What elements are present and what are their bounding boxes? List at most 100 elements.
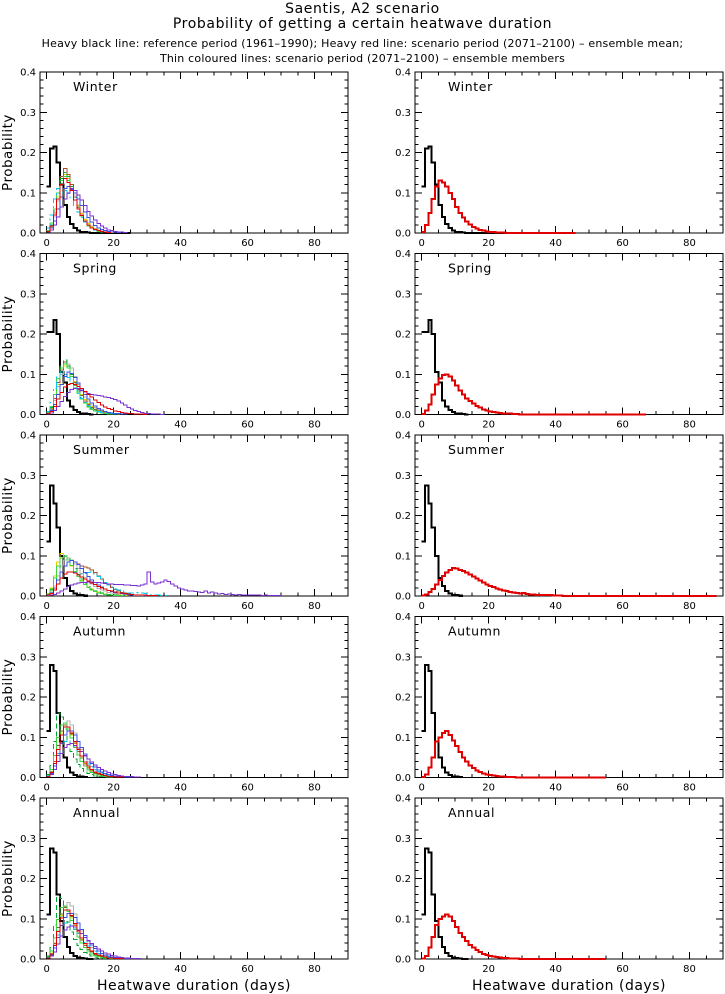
y-tick-label: 0.3: [395, 471, 411, 482]
x-tick-label: 80: [683, 420, 696, 431]
season-label: Annual: [448, 805, 495, 820]
x-tick-label: 40: [174, 964, 187, 975]
y-tick-label: 0.0: [20, 229, 36, 240]
x-tick-label: 60: [616, 601, 629, 612]
y-tick-label: 0.4: [20, 431, 36, 442]
series-winter-right-ensemble-mean: [421, 179, 576, 234]
legend-line-1: Heavy black line: reference period (1961…: [41, 37, 684, 50]
x-tick-label: 80: [683, 238, 696, 249]
x-tick-label: 80: [308, 783, 321, 794]
x-tick-label: 60: [616, 420, 629, 431]
series-annual-right-ensemble-mean: [421, 913, 606, 960]
series-annual-right-reference: [421, 847, 469, 960]
y-tick-label: 0.2: [20, 511, 36, 522]
panel-winter-left: 0.0 0.1 0.2 0.3 0.4 0 20 40 60 80 Winter Probabilit…: [0, 68, 349, 249]
figure-subtitle: Probability of getting a certain heatwav…: [172, 16, 553, 32]
series-spring-left-member-purple: [46, 387, 165, 415]
y-tick-label: 0.3: [20, 652, 36, 663]
season-label: Winter: [448, 79, 493, 94]
y-tick-label: 0.1: [395, 551, 411, 562]
x-tick-label: 20: [107, 964, 120, 975]
y-tick-label: 0.2: [395, 330, 411, 341]
x-tick-label: 0: [419, 420, 425, 431]
series-spring-right-reference: [421, 318, 469, 416]
panel-summer-right: 0.0 0.1 0.2 0.3 0.4 0 20 40 60 80 Summer: [395, 431, 724, 612]
y-tick-label: 0.3: [20, 834, 36, 845]
x-tick-label: 60: [241, 601, 254, 612]
season-label: Autumn: [73, 624, 126, 639]
y-tick-label: 0.4: [20, 68, 36, 79]
y-tick-label: 0.1: [395, 733, 411, 744]
x-tick-label: 60: [241, 783, 254, 794]
x-tick-label: 20: [107, 238, 120, 249]
y-tick-label: 0.1: [20, 551, 36, 562]
y-tick-label: 0.1: [395, 188, 411, 199]
x-tick-label: 80: [308, 420, 321, 431]
series-summer-left-member-red: [46, 571, 158, 597]
panel-autumn-right: 0.0 0.1 0.2 0.3 0.4 0 20 40 60 80 Autumn: [395, 612, 724, 794]
x-tick-label: 0: [419, 601, 425, 612]
y-tick-label: 0.1: [20, 733, 36, 744]
axis-box: [39, 253, 349, 415]
y-tick-label: 0.2: [395, 874, 411, 885]
x-tick-label: 20: [107, 783, 120, 794]
x-tick-label: 40: [549, 783, 562, 794]
x-tick-label: 20: [482, 964, 495, 975]
season-label: Summer: [448, 442, 505, 457]
x-tick-label: 20: [107, 420, 120, 431]
y-tick-label: 0.3: [20, 471, 36, 482]
y-tick-label: 0.3: [395, 652, 411, 663]
axis-frame: [39, 616, 349, 778]
x-tick-label: 60: [241, 420, 254, 431]
x-tick-label: 0: [419, 238, 425, 249]
series-annual-left-member-green: [46, 896, 115, 960]
season-label: Winter: [73, 79, 118, 94]
panel-spring-right: 0.0 0.1 0.2 0.3 0.4 0 20 40 60 80 Spring: [395, 249, 724, 431]
axis-frame: [414, 253, 724, 415]
series-autumn-left-member-green: [46, 712, 111, 778]
y-tick-label: 0.4: [395, 431, 411, 442]
x-tick-label: 0: [44, 238, 50, 249]
x-tick-label: 80: [308, 964, 321, 975]
series-winter-left-reference: [46, 145, 131, 234]
y-tick-label: 0.2: [20, 693, 36, 704]
y-tick-label: 0.0: [395, 773, 411, 784]
series-autumn-right-reference: [421, 663, 463, 779]
y-tick-label: 0.0: [395, 955, 411, 966]
x-tick-label: 40: [174, 783, 187, 794]
x-tick-label: 40: [549, 964, 562, 975]
y-tick-label: 0.0: [20, 592, 36, 603]
y-tick-label: 0.1: [20, 370, 36, 381]
x-tick-label: 40: [174, 238, 187, 249]
axis-box: [414, 71, 724, 234]
y-tick-label: 0.4: [20, 794, 36, 805]
y-tick-label: 0.1: [395, 914, 411, 925]
x-tick-label: 0: [419, 783, 425, 794]
y-tick-label: 0.0: [395, 592, 411, 603]
series-autumn-left-member-purple: [46, 743, 141, 778]
axis-box: [39, 434, 349, 597]
y-tick-label: 0.4: [395, 68, 411, 79]
y-tick-label: 0.1: [395, 370, 411, 381]
axis-frame: [39, 797, 349, 960]
x-tick-label: 20: [482, 601, 495, 612]
series-summer-left-member-lime: [46, 556, 125, 597]
series-annual-left-member-purple: [46, 925, 141, 960]
series-summer-left-member-purple: [46, 571, 282, 597]
season-label: Annual: [73, 805, 120, 820]
series-winter-left-member-red: [46, 178, 111, 234]
panel-annual-left: 0.0 0.1 0.2 0.3 0.4 0 20 40 60 80 Annual Probabilit…: [0, 794, 349, 994]
series-spring-left-member-blue: [46, 371, 128, 415]
panel-winter-right: 0.0 0.1 0.2 0.3 0.4 0 20 40 60 80 Winter: [395, 68, 724, 249]
series-summer-right-ensemble-mean: [421, 566, 717, 597]
panel-summer-left: 0.0 0.1 0.2 0.3 0.4 0 20 40 60 80 Summer Probabilit…: [0, 431, 349, 612]
x-tick-label: 20: [482, 420, 495, 431]
season-label: Summer: [73, 442, 130, 457]
series-winter-left-member-purple: [46, 189, 128, 234]
series-spring-left-member-red: [46, 383, 148, 415]
series-spring-left-reference: [46, 318, 94, 416]
x-tick-label: 40: [549, 238, 562, 249]
x-axis-title: Heatwave duration (days): [472, 978, 666, 994]
legend-line-2: Thin coloured lines: scenario period (20…: [159, 52, 566, 65]
